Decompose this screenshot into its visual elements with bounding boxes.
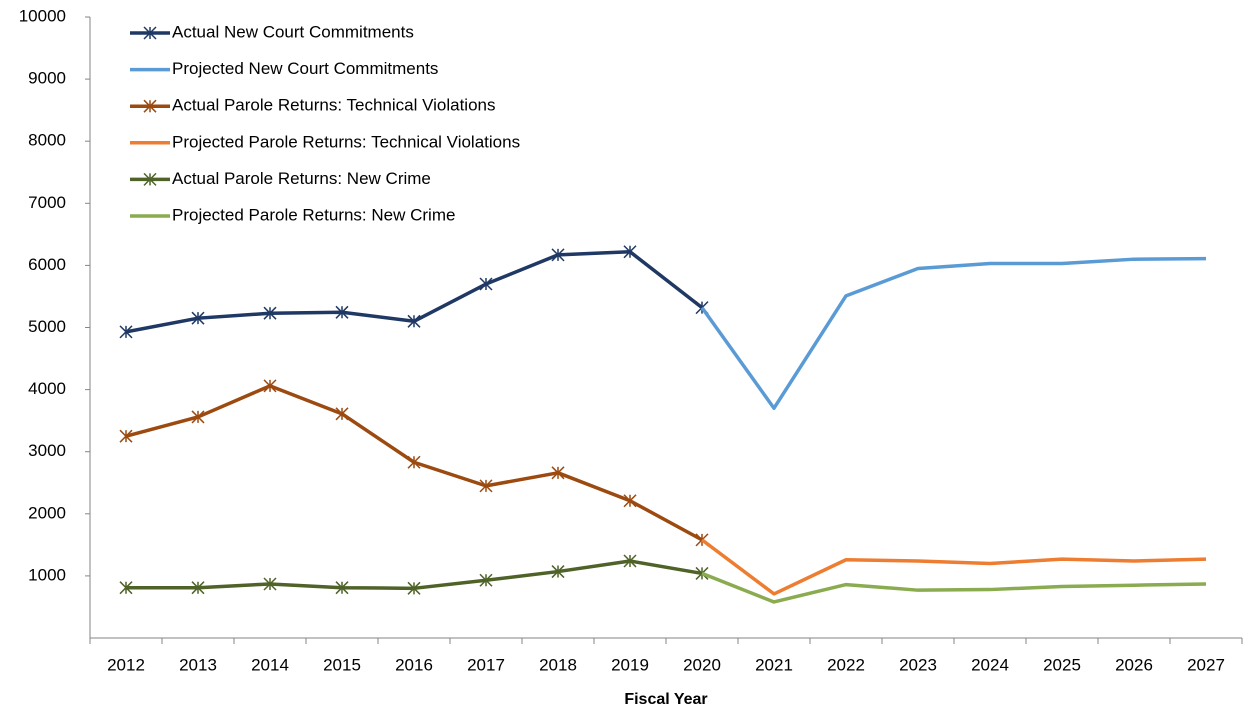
- marker: [191, 410, 205, 424]
- marker: [479, 479, 493, 493]
- series: Actual Parole Returns: Technical Violati…: [119, 96, 709, 547]
- x-tick-label: 2018: [539, 655, 577, 674]
- marker: [263, 379, 277, 393]
- legend-label: Projected New Court Commitments: [172, 59, 438, 78]
- x-tick-label: 2027: [1187, 655, 1225, 674]
- marker: [335, 581, 349, 595]
- line: [700, 256, 1207, 410]
- series: Actual New Court Commitments: [119, 22, 709, 339]
- x-tick-label: 2019: [611, 655, 649, 674]
- legend-label: Actual New Court Commitments: [172, 22, 414, 41]
- x-tick-label: 2024: [971, 655, 1009, 674]
- x-tick-label: 2021: [755, 655, 793, 674]
- legend-label: Projected Parole Returns: New Crime: [172, 205, 455, 224]
- marker: [479, 277, 493, 291]
- y-tick-label: 2000: [28, 503, 66, 522]
- series: Projected Parole Returns: Technical Viol…: [130, 132, 1207, 596]
- marker: [119, 325, 133, 339]
- marker: [479, 573, 493, 587]
- series: Actual Parole Returns: New Crime: [119, 169, 709, 595]
- marker: [335, 407, 349, 421]
- marker: [407, 455, 421, 469]
- y-tick-label: 8000: [28, 131, 66, 150]
- marker: [143, 99, 157, 113]
- marker: [143, 172, 157, 186]
- y-tick-label: 1000: [28, 565, 66, 584]
- marker: [335, 305, 349, 319]
- x-tick-label: 2014: [251, 655, 289, 674]
- marker: [143, 26, 157, 40]
- marker: [551, 466, 565, 480]
- marker: [623, 494, 637, 508]
- marker: [407, 314, 421, 328]
- marker: [119, 581, 133, 595]
- series: Projected New Court Commitments: [130, 59, 1207, 410]
- line: [701, 571, 1207, 604]
- marker: [623, 554, 637, 568]
- x-tick-label: 2017: [467, 655, 505, 674]
- x-tick-label: 2025: [1043, 655, 1081, 674]
- marker: [551, 565, 565, 579]
- legend-label: Actual Parole Returns: Technical Violati…: [172, 96, 496, 115]
- y-tick-label: 7000: [28, 193, 66, 212]
- y-tick-label: 9000: [28, 69, 66, 88]
- legend-label: Actual Parole Returns: New Crime: [172, 169, 431, 188]
- marker: [263, 306, 277, 320]
- line: [700, 538, 1207, 596]
- marker: [623, 245, 637, 259]
- marker: [551, 248, 565, 262]
- marker: [119, 429, 133, 443]
- x-tick-label: 2026: [1115, 655, 1153, 674]
- y-tick-label: 3000: [28, 441, 66, 460]
- x-axis-label: Fiscal Year: [624, 691, 707, 708]
- x-tick-label: 2012: [107, 655, 145, 674]
- series: Projected Parole Returns: New Crime: [130, 205, 1207, 604]
- x-tick-label: 2022: [827, 655, 865, 674]
- marker: [407, 581, 421, 595]
- marker: [191, 311, 205, 325]
- y-tick-label: 4000: [28, 379, 66, 398]
- legend-label: Projected Parole Returns: Technical Viol…: [172, 132, 520, 151]
- y-tick-label: 6000: [28, 255, 66, 274]
- x-tick-label: 2020: [683, 655, 721, 674]
- x-tick-label: 2023: [899, 655, 937, 674]
- x-tick-label: 2015: [323, 655, 361, 674]
- marker: [263, 577, 277, 591]
- y-tick-label: 10000: [19, 6, 66, 25]
- x-tick-label: 2016: [395, 655, 433, 674]
- y-tick-label: 5000: [28, 317, 66, 336]
- marker: [191, 581, 205, 595]
- x-tick-label: 2013: [179, 655, 217, 674]
